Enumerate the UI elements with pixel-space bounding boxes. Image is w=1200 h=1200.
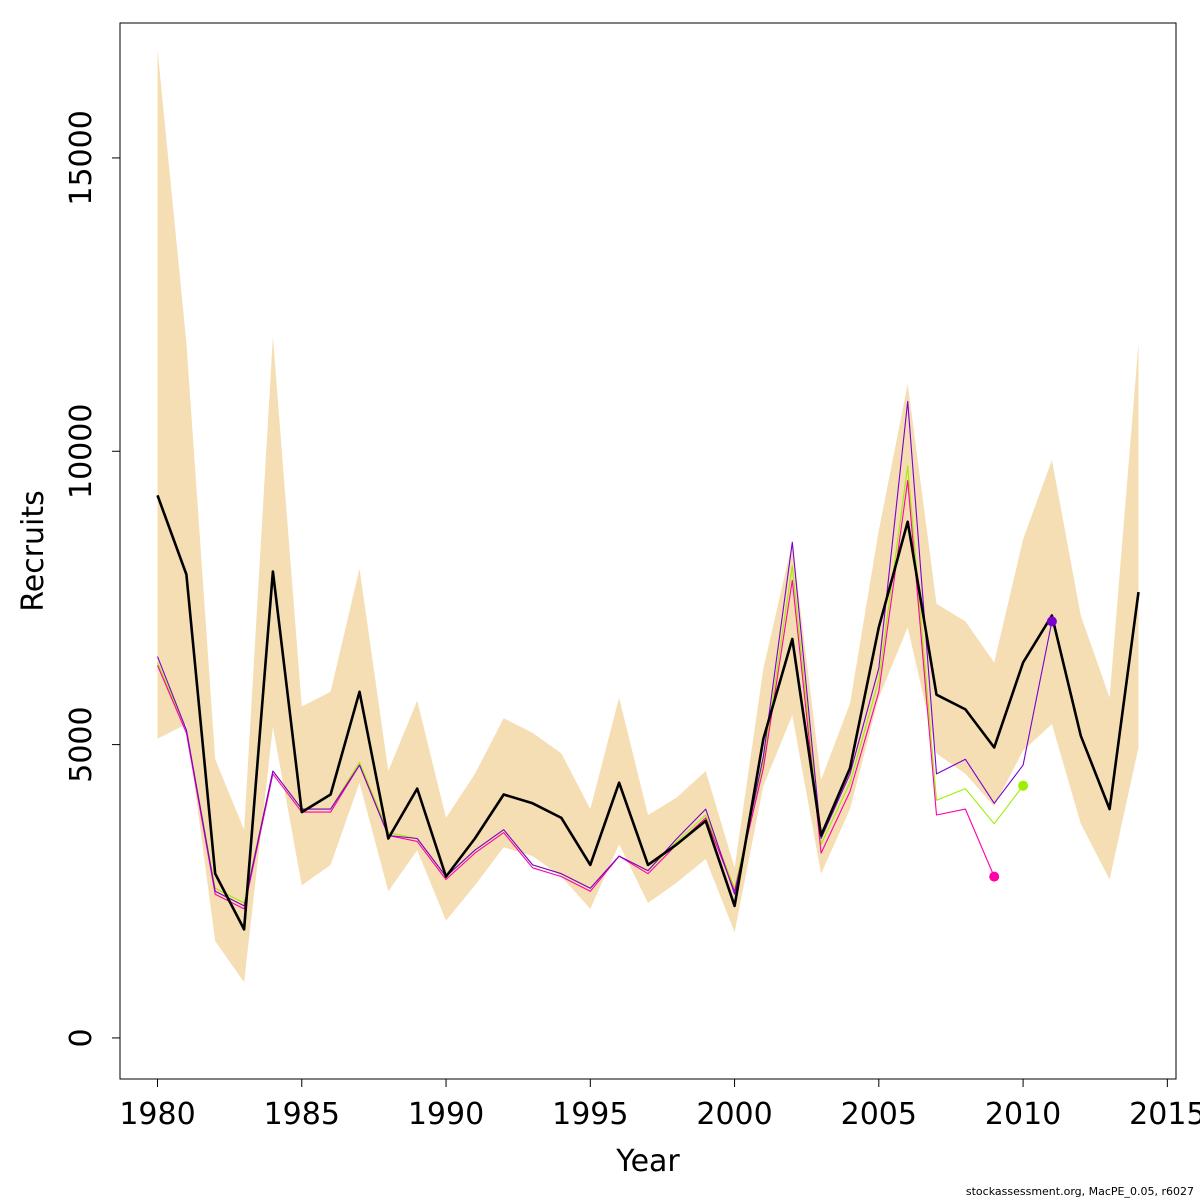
series-end-point-3: [1046, 616, 1057, 627]
series-lines-layer: [156, 400, 1140, 931]
x-tick-label: 2015: [1129, 1097, 1200, 1132]
y-axis-title: Recruits: [16, 490, 51, 612]
confidence-band: [157, 49, 1139, 983]
y-axis: 0 5000 10000 15000: [64, 110, 121, 1047]
series-end-point-2: [989, 871, 1000, 882]
x-tick-label: 2000: [696, 1097, 772, 1132]
x-tick-label: 1980: [119, 1097, 195, 1132]
x-tick-label: 1990: [408, 1097, 484, 1132]
x-tick-label: 1985: [264, 1097, 340, 1132]
x-tick-label: 2010: [985, 1097, 1061, 1132]
y-tick-label: 10000: [64, 404, 99, 499]
y-tick-label: 0: [64, 1028, 99, 1047]
series-end-points-layer: [989, 616, 1057, 882]
series-line-main: [156, 494, 1140, 931]
x-axis-title: Year: [615, 1144, 680, 1179]
x-tick-label: 2005: [841, 1097, 917, 1132]
x-tick-label: 1995: [552, 1097, 628, 1132]
y-tick-label: 5000: [64, 706, 99, 782]
x-axis: 1980 1985 1990 1995 2000 2005 2010 2015: [119, 1078, 1200, 1132]
y-tick-label: 15000: [64, 110, 99, 205]
series-end-point-1: [1018, 780, 1029, 791]
confidence-band-layer: [157, 49, 1139, 983]
series-line-retro-2: [156, 480, 995, 910]
footer-note: stockassessment.org, MacPE_0.05, r6027: [965, 1185, 1194, 1198]
